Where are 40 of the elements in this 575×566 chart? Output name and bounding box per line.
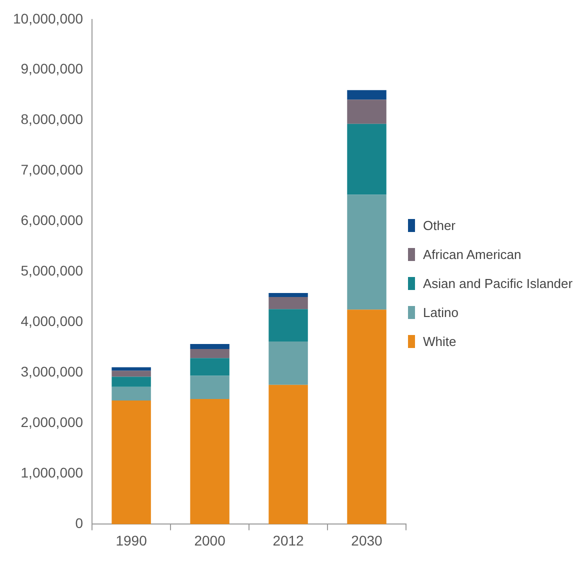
bar bbox=[268, 293, 308, 298]
legend-label: Asian and Pacific Islander bbox=[423, 276, 573, 290]
y-tick-label: 0 bbox=[75, 515, 84, 532]
y-tick-label: 9,000,000 bbox=[20, 60, 84, 77]
bar bbox=[347, 90, 386, 100]
legend-label: White bbox=[423, 334, 456, 348]
bar bbox=[347, 194, 386, 310]
bar bbox=[268, 384, 308, 524]
legend-label: Other bbox=[423, 218, 456, 232]
legend-label: Latino bbox=[423, 304, 458, 320]
bar bbox=[268, 309, 308, 342]
bar bbox=[190, 376, 230, 400]
x-tick-label: 2030 bbox=[351, 532, 383, 548]
bar bbox=[190, 349, 230, 358]
bar bbox=[112, 386, 151, 401]
y-tick-label: 1,000,000 bbox=[20, 464, 84, 481]
y-tick-label: 8,000,000 bbox=[20, 111, 84, 128]
bar bbox=[268, 297, 308, 310]
bar bbox=[347, 100, 386, 124]
y-tick-label: 5,000,000 bbox=[20, 262, 84, 279]
bar bbox=[347, 124, 386, 195]
bar bbox=[112, 370, 151, 377]
y-tick-label: 10,000,000 bbox=[12, 10, 84, 26]
bar bbox=[268, 341, 308, 385]
bar bbox=[190, 358, 230, 376]
bar bbox=[112, 376, 151, 387]
y-tick-label: 2,000,000 bbox=[20, 414, 84, 430]
bar bbox=[347, 310, 386, 524]
bar bbox=[190, 344, 230, 350]
y-tick-label: 7,000,000 bbox=[20, 162, 84, 178]
y-tick-label: 6,000,000 bbox=[20, 212, 84, 228]
x-tick-label: 2000 bbox=[194, 532, 226, 548]
y-tick-label: 4,000,000 bbox=[20, 313, 84, 330]
legend-label: African American bbox=[423, 246, 522, 262]
bar bbox=[112, 367, 151, 371]
x-tick-label: 2012 bbox=[272, 532, 304, 548]
bar bbox=[112, 400, 151, 524]
y-tick-label: 3,000,000 bbox=[20, 364, 84, 380]
x-tick-label: 1990 bbox=[116, 532, 148, 548]
bar bbox=[190, 399, 230, 524]
